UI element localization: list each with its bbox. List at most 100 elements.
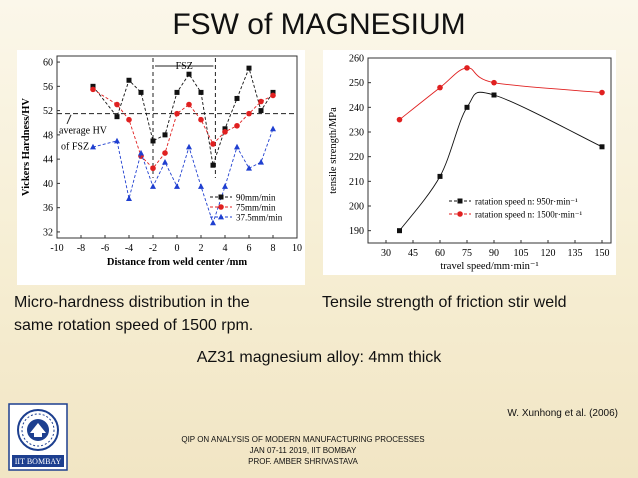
data-point [246,65,252,71]
hardness-chart-svg: -10 -8 -6 -4 -2 0 2 4 6 8 10 32 36 40 44 48 52 56 60 Distan… [21,55,302,268]
data-point [258,108,264,114]
data-point [246,110,252,117]
legend-marker [218,194,224,200]
x-axis-label: travel speed/mm·min⁻¹ [440,261,538,272]
data-point [234,143,240,150]
y-tick-label: 56 [43,82,53,93]
data-point [599,89,605,96]
series-line [92,66,274,166]
data-point [162,158,168,165]
y-axis-label: tensile strength/MPa [328,107,339,194]
x-tick-label: 6 [247,243,252,254]
y-tick-label: 40 [43,179,53,190]
x-tick-label: 135 [568,248,583,259]
x-tick-label: -2 [149,243,157,254]
y-tick-label: 200 [349,202,364,213]
x-tick-label: 30 [381,248,391,259]
y-tick-label: 44 [43,155,53,166]
data-point [90,86,96,93]
data-point [162,132,168,138]
data-point [174,89,180,95]
x-tick-label: 75 [462,248,472,259]
y-tick-label: 260 [349,54,364,65]
caption-right: Tensile strength of friction stir weld [322,294,567,311]
caption-left-line2: same rotation speed of 1500 rpm. [14,317,254,334]
data-point [138,89,144,95]
data-point [210,141,216,147]
footer: QIP ON ANALYSIS OF MODERN MANUFACTURING … [168,434,438,467]
data-point [270,89,276,95]
data-point [222,183,228,189]
data-point [397,228,402,234]
x-tick-label: 45 [408,248,418,259]
data-point [270,125,276,132]
legend-label: 37.5mm/min [236,213,283,223]
x-tick-label: 0 [175,243,180,254]
y-tick-label: 52 [43,106,53,117]
y-tick-label: 210 [349,177,364,188]
legend-marker [457,198,463,204]
data-point [138,149,144,156]
data-point [90,143,96,150]
logo-text: IIT BOMBAY [15,457,62,466]
hardness-chart: -10 -8 -6 -4 -2 0 2 4 6 8 10 32 36 40 44 48 52 56 60 Distan… [17,50,305,285]
x-tick-label: 90 [489,248,499,259]
data-point [114,101,120,108]
data-point [464,104,470,110]
plot-frame [367,57,612,244]
x-tick-label: 2 [199,243,204,254]
data-point [114,114,120,120]
data-point [126,195,132,201]
series-line [92,88,274,169]
x-tick-label: -6 [101,243,109,254]
footer-line1: QIP ON ANALYSIS OF MODERN MANUFACTURING … [181,435,425,444]
y-tick-label: 36 [43,203,53,214]
average-hv-label: average HV [59,126,108,137]
legend-label: ratation speed n: 950r·min⁻¹ [475,197,578,207]
tensile-chart-svg: 30 45 60 75 90 105 120 135 150 190 200 210 220 230 240… [328,54,612,272]
data-point [126,116,132,123]
y-tick-label: 250 [349,78,364,89]
data-point [270,92,276,99]
x-tick-label: 4 [223,243,228,254]
data-point [222,129,228,135]
x-tick-label: 60 [435,248,445,259]
data-point [491,92,497,98]
x-axis-label: Distance from weld center /mm [107,257,247,268]
y-axis-label: Vickers Hardness/HV [21,98,32,196]
data-point [174,183,180,189]
reference: W. Xunhong et al. (2006) [507,408,618,419]
x-tick-label: 120 [541,248,556,259]
caption-left: Micro-hardness distribution in the same … [14,291,253,337]
y-tick-label: 60 [43,58,53,69]
data-point [90,83,96,89]
tensile-chart: 30 45 60 75 90 105 120 135 150 190 200 210 220 230 240… [323,50,616,275]
data-point [222,126,228,132]
data-point [186,71,192,77]
data-point [186,101,192,108]
x-tick-label: -10 [50,243,63,254]
data-point [258,98,264,105]
slide-title: FSW of MAGNESIUM [172,8,466,41]
alloy-note: AZ31 magnesium alloy: 4mm thick [196,349,442,366]
data-point [491,79,497,86]
iit-bombay-logo: IIT BOMBAY [8,403,68,471]
data-point [210,162,216,168]
y-tick-label: 48 [43,130,53,141]
data-point [198,183,204,189]
footer-line2: JAN 07-11 2019, IIT BOMBAY [249,446,357,455]
average-hv-pointer [66,114,72,125]
data-point [234,122,240,129]
data-point [246,165,252,171]
data-point [114,137,120,144]
y-tick-label: 190 [349,226,364,237]
x-tick-label: 105 [514,248,529,259]
data-point [464,65,470,71]
data-point [162,150,168,156]
caption-left-line1: Micro-hardness distribution in the [14,294,250,311]
fsz-label: FSZ [176,61,193,72]
y-tick-label: 220 [349,152,364,163]
data-point [258,158,264,165]
x-tick-label: -4 [125,243,133,254]
y-tick-label: 240 [349,103,364,114]
